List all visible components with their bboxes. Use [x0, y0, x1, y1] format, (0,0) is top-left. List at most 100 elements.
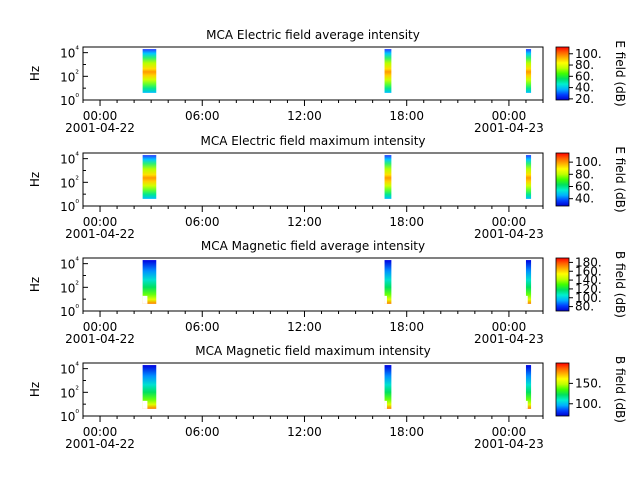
spectrogram-panel-3: MCA Magnetic field average intensity Hz 10… [28, 239, 627, 346]
panel-title: MCA Magnetic field average intensity [201, 239, 425, 253]
y-tick-label: 10⁰ [60, 199, 79, 214]
burst-taper [525, 400, 528, 409]
x-tick-label: 18:00 [389, 215, 424, 229]
colorbar-tick-label: 120. [575, 282, 602, 296]
x-date-start: 2001-04-22 [65, 227, 135, 241]
y-tick-label: 10² [60, 69, 79, 84]
y-tick-label: 10⁰ [60, 93, 79, 108]
colorbar-label: E field (dB) [613, 146, 627, 212]
y-axis-label: Hz [28, 382, 42, 397]
y-tick-label: 10⁰ [60, 304, 79, 319]
y-tick-label: 10⁴ [60, 257, 79, 272]
burst-taper [384, 295, 387, 304]
x-tick-label: 12:00 [287, 109, 322, 123]
plot-frame [82, 46, 544, 101]
burst-cell-2 [384, 49, 392, 93]
colorbar-tick-label: 80. [575, 167, 594, 181]
x-tick-label: 00:00 [83, 215, 118, 229]
x-tick-label: 06:00 [185, 425, 220, 439]
spectrogram-panel-1: MCA Electric field average intensity Hz 10… [28, 28, 627, 135]
colorbar [555, 152, 570, 207]
panel-title: MCA Magnetic field maximum intensity [195, 344, 431, 358]
x-date-end: 2001-04-23 [474, 121, 544, 135]
colorbar-tick-label: 100. [575, 155, 602, 169]
y-tick-label: 10⁴ [60, 362, 79, 377]
burst-cell-1 [142, 365, 157, 409]
x-tick-label: 06:00 [185, 215, 220, 229]
x-tick-label: 12:00 [287, 215, 322, 229]
burst-cell-1 [142, 260, 157, 304]
burst-cell-2 [384, 260, 392, 304]
colorbar [555, 46, 570, 101]
colorbar-tick-label: 100. [575, 397, 602, 411]
burst-cell-2 [384, 365, 392, 409]
colorbar-label: B field (dB) [613, 356, 627, 423]
x-tick-label: 06:00 [185, 320, 220, 334]
plot-frame [82, 152, 544, 207]
colorbar-tick-label: 100. [575, 291, 602, 305]
burst-cell-1 [142, 49, 157, 93]
x-tick-label: 00:00 [492, 109, 527, 123]
spectrogram-panel-2: MCA Electric field maximum intensity Hz 10… [28, 134, 627, 241]
burst-cell-3 [525, 155, 532, 199]
x-tick-label: 18:00 [389, 109, 424, 123]
colorbar-tick-label: 80. [575, 58, 594, 72]
colorbar-tick-label: 40. [575, 192, 594, 206]
burst-cell-2 [384, 155, 392, 199]
colorbar-label: B field (dB) [613, 251, 627, 318]
burst-taper [142, 400, 148, 409]
burst-cell-3 [525, 260, 532, 304]
x-tick-label: 00:00 [492, 425, 527, 439]
colorbar [555, 257, 570, 312]
burst-cell-3 [525, 49, 532, 93]
colorbar-label: E field (dB) [613, 40, 627, 106]
burst-taper [142, 295, 148, 304]
plot-frame [82, 257, 544, 312]
x-tick-label: 18:00 [389, 425, 424, 439]
y-axis-label: Hz [28, 277, 42, 292]
x-date-end: 2001-04-23 [474, 437, 544, 451]
burst-cell-1 [142, 155, 157, 199]
burst-taper [384, 400, 387, 409]
y-axis-label: Hz [28, 66, 42, 81]
colorbar-tick-label: 60. [575, 180, 594, 194]
y-tick-label: 10² [60, 175, 79, 190]
panel-title: MCA Electric field average intensity [206, 28, 420, 42]
colorbar-tick-label: 80. [575, 300, 594, 314]
burst-taper [525, 295, 528, 304]
x-date-start: 2001-04-22 [65, 121, 135, 135]
y-axis-label: Hz [28, 172, 42, 187]
x-tick-label: 00:00 [83, 425, 118, 439]
colorbar-tick-label: 150. [575, 376, 602, 390]
plot-frame [82, 362, 544, 417]
colorbar-tick-label: 100. [575, 47, 602, 61]
y-tick-label: 10⁰ [60, 409, 79, 424]
burst-cell-3 [525, 365, 532, 409]
x-tick-label: 12:00 [287, 320, 322, 334]
y-tick-label: 10⁴ [60, 46, 79, 61]
x-tick-label: 00:00 [83, 320, 118, 334]
spectrogram-panel-4: MCA Magnetic field maximum intensity Hz 10… [28, 344, 627, 451]
panel-title: MCA Electric field maximum intensity [200, 134, 425, 148]
colorbar-tick-label: 180. [575, 255, 602, 269]
colorbar [555, 362, 570, 417]
x-tick-label: 00:00 [492, 320, 527, 334]
colorbar-tick-label: 40. [575, 81, 594, 95]
x-tick-label: 18:00 [389, 320, 424, 334]
x-date-start: 2001-04-22 [65, 332, 135, 346]
y-tick-label: 10² [60, 385, 79, 400]
x-date-end: 2001-04-23 [474, 332, 544, 346]
x-tick-label: 12:00 [287, 425, 322, 439]
y-tick-label: 10⁴ [60, 152, 79, 167]
x-date-end: 2001-04-23 [474, 227, 544, 241]
x-tick-label: 00:00 [83, 109, 118, 123]
x-tick-label: 00:00 [492, 215, 527, 229]
colorbar-tick-label: 160. [575, 264, 602, 278]
y-tick-label: 10² [60, 280, 79, 295]
colorbar-tick-label: 140. [575, 273, 602, 287]
x-tick-label: 06:00 [185, 109, 220, 123]
x-date-start: 2001-04-22 [65, 437, 135, 451]
colorbar-tick-label: 60. [575, 69, 594, 83]
